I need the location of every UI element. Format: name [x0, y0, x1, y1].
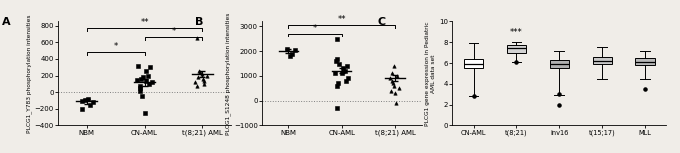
Point [192, 76, 203, 78]
Y-axis label: PLCG1_S1248 phosphorylation intensities: PLCG1_S1248 phosphorylation intensities [225, 12, 231, 135]
Point [511, 61, 522, 63]
Point [387, 72, 398, 75]
Point [554, 93, 565, 95]
Point [133, 64, 143, 67]
Y-axis label: PLCG1 gene expression in Pediatric
AML data set: PLCG1 gene expression in Pediatric AML d… [426, 21, 437, 126]
Point [388, 82, 398, 85]
Point [388, 65, 399, 67]
Point [391, 75, 402, 77]
Text: A: A [2, 17, 11, 27]
Text: C: C [377, 17, 386, 27]
Point [289, 49, 300, 51]
Point [192, 37, 203, 39]
Text: B: B [194, 17, 203, 27]
PathPatch shape [507, 45, 526, 53]
Point [341, 80, 352, 82]
Point [146, 81, 157, 83]
Point [389, 85, 400, 87]
Point [195, 71, 206, 73]
Point [132, 78, 143, 81]
Point [469, 95, 479, 98]
Point [85, 103, 96, 106]
Point [141, 79, 152, 82]
Point [387, 80, 398, 82]
Point [139, 112, 150, 114]
Point [192, 84, 203, 87]
Point [332, 85, 343, 87]
Text: *: * [171, 27, 175, 36]
Point [554, 103, 565, 106]
Text: **: ** [140, 18, 149, 27]
Text: *: * [114, 42, 118, 51]
Point [334, 62, 345, 65]
Point [142, 74, 153, 77]
Point [136, 78, 147, 80]
Point [330, 72, 341, 75]
Point [145, 66, 156, 68]
Point [197, 73, 207, 75]
Text: *: * [313, 24, 317, 33]
Point [282, 47, 292, 50]
Point [201, 74, 212, 77]
Point [141, 70, 152, 73]
Text: **: ** [337, 15, 346, 24]
Point [331, 57, 342, 60]
Point [284, 55, 295, 57]
Point [199, 79, 209, 82]
Point [135, 84, 146, 87]
Point [135, 89, 146, 92]
Point [136, 95, 147, 98]
Point [88, 101, 99, 103]
Point [391, 102, 402, 104]
Point [83, 98, 94, 100]
Point [190, 81, 201, 83]
Point [339, 70, 350, 72]
PathPatch shape [592, 57, 612, 64]
PathPatch shape [635, 58, 655, 65]
Point [332, 107, 343, 109]
Point [639, 88, 650, 90]
PathPatch shape [464, 59, 483, 68]
Point [333, 82, 343, 85]
Point [341, 65, 352, 67]
Point [134, 87, 145, 89]
Point [199, 83, 209, 85]
Point [337, 72, 347, 75]
Point [138, 76, 149, 78]
Point [80, 99, 90, 102]
PathPatch shape [549, 60, 569, 68]
Point [286, 52, 297, 55]
Point [76, 100, 87, 103]
Point [390, 92, 401, 95]
Point [343, 77, 354, 80]
Point [194, 69, 205, 72]
Y-axis label: PLCG1_Y783 phosphorylation intensities: PLCG1_Y783 phosphorylation intensities [26, 14, 31, 133]
Point [76, 108, 87, 110]
Point [386, 90, 396, 92]
Point [331, 37, 342, 40]
Point [144, 83, 155, 85]
Point [394, 87, 405, 90]
Point [197, 78, 208, 80]
Text: ***: *** [510, 28, 523, 37]
Point [330, 60, 341, 62]
Point [384, 77, 395, 80]
Point [338, 67, 349, 70]
